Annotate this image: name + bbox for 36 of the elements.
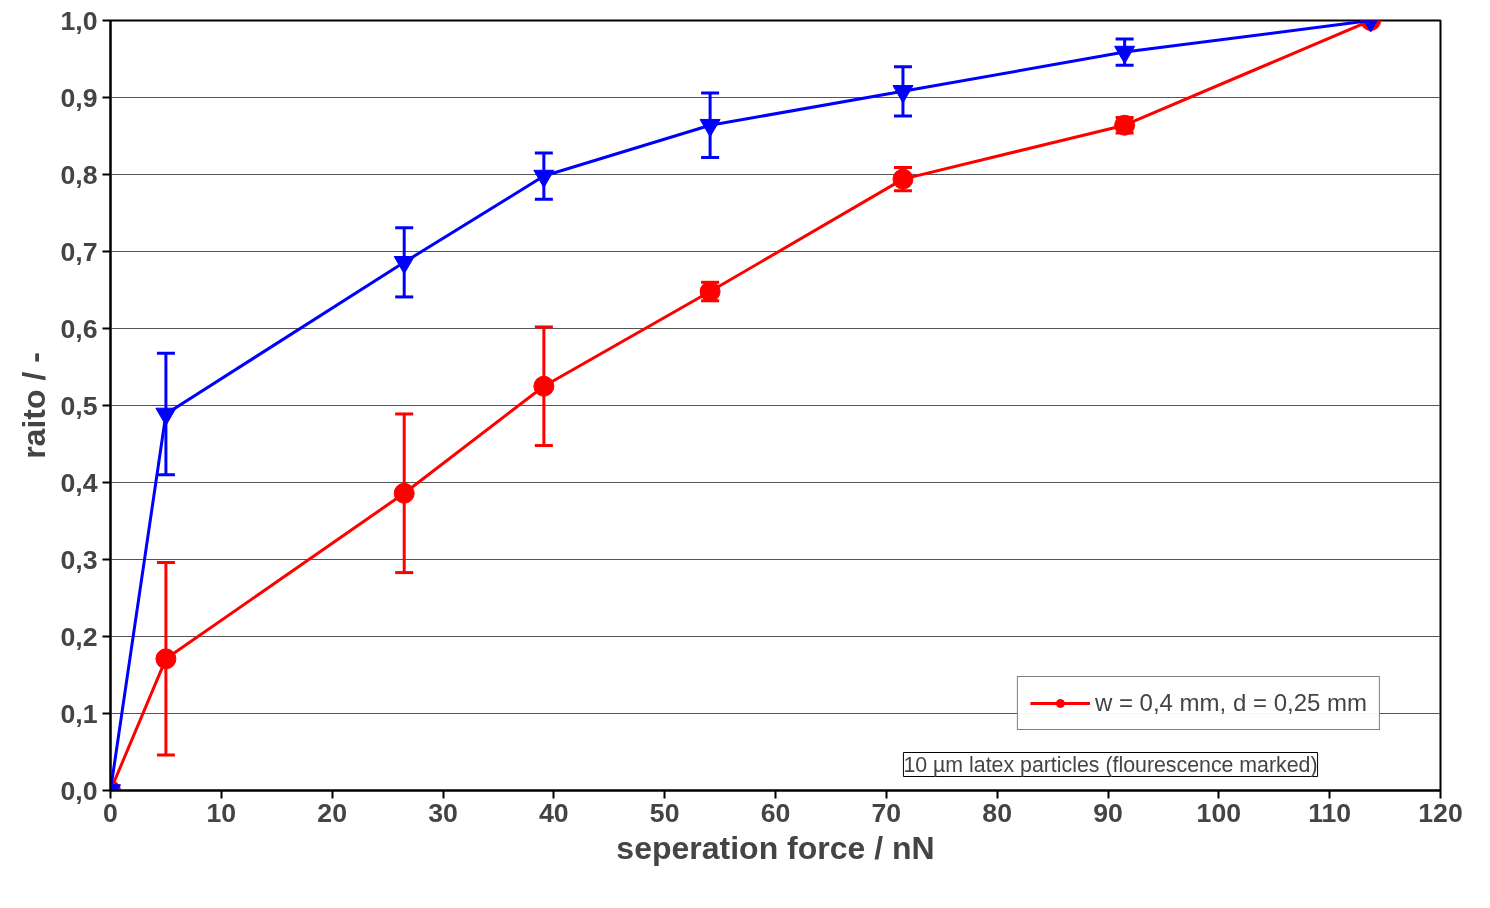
y-tick-label: 0,6 bbox=[60, 313, 98, 344]
x-axis-title: seperation force / nN bbox=[616, 829, 935, 866]
point bbox=[393, 482, 415, 504]
x-tick-label: 30 bbox=[428, 797, 458, 828]
y-tick-label: 0,9 bbox=[60, 82, 98, 113]
x-tick-label: 90 bbox=[1093, 797, 1123, 828]
x-tick-label: 0 bbox=[103, 797, 118, 828]
point bbox=[892, 85, 914, 104]
legend-label: w = 0,4 mm, d = 0,25 mm bbox=[1094, 689, 1367, 717]
point bbox=[533, 375, 555, 397]
y-tick-label: 0,2 bbox=[60, 621, 98, 652]
y-tick-label: 0,8 bbox=[60, 159, 98, 190]
x-tick-label: 100 bbox=[1196, 797, 1242, 828]
y-tick-label: 0,5 bbox=[60, 390, 98, 421]
y-tick-label: 0,4 bbox=[60, 467, 98, 498]
point bbox=[155, 648, 177, 670]
x-tick-label: 110 bbox=[1308, 797, 1352, 828]
point bbox=[1114, 45, 1136, 65]
x-tick-label: 70 bbox=[871, 797, 902, 828]
y-tick-label: 0,0 bbox=[60, 775, 98, 806]
x-tick-label: 40 bbox=[539, 797, 569, 828]
x-tick-label: 60 bbox=[760, 797, 791, 828]
y-tick-label: 0,1 bbox=[60, 698, 98, 729]
x-tick-label: 10 bbox=[206, 797, 237, 828]
annotation: 10 µm latex particles (flourescence marked) bbox=[903, 752, 1318, 777]
point bbox=[393, 256, 415, 275]
x-tick-label: 20 bbox=[317, 797, 347, 828]
x-tick-label: 120 bbox=[1418, 797, 1463, 828]
y-tick-label: 0,3 bbox=[60, 544, 98, 575]
point bbox=[699, 118, 721, 138]
point bbox=[533, 169, 555, 189]
y-tick-label: 1,0 bbox=[60, 5, 98, 36]
y-axis-title: raito / - bbox=[16, 352, 53, 459]
y-tick-label: 0,7 bbox=[60, 236, 98, 267]
x-tick-label: 50 bbox=[649, 797, 680, 828]
x-tick-label: 80 bbox=[982, 797, 1012, 828]
